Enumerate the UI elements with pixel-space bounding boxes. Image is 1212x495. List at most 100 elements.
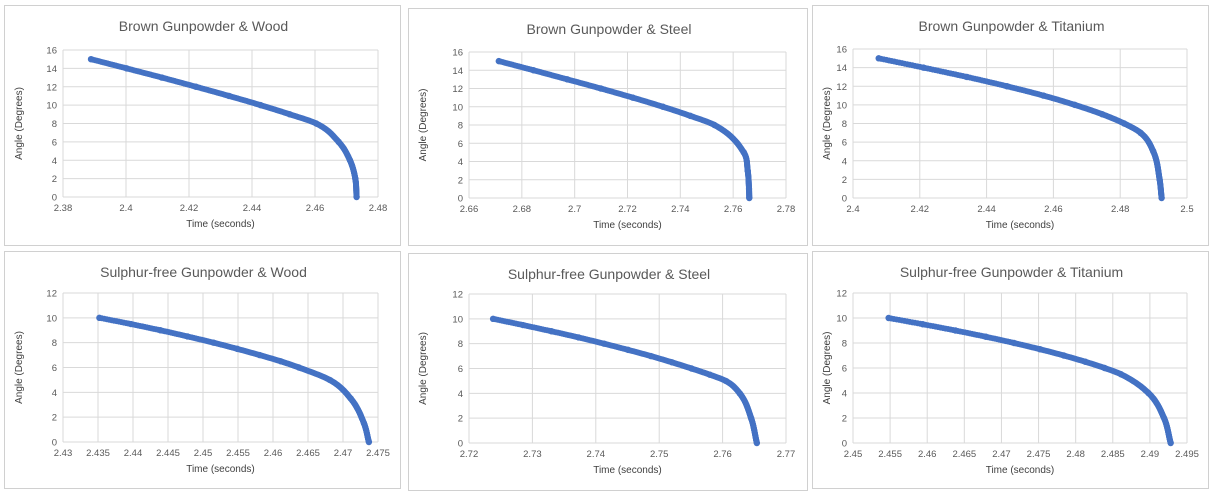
x-tick-label: 2.445: [156, 448, 180, 459]
y-tick-label: 2: [458, 175, 463, 186]
x-tick-label: 2.44: [124, 448, 143, 459]
x-tick-label: 2.47: [334, 448, 353, 459]
x-axis-label: Time (seconds): [593, 220, 662, 231]
chart-svg-4: Sulphur-free Gunpowder & Wood 0 2 4 6 8 10 12 2.…: [14, 264, 390, 475]
data-point: [335, 138, 342, 146]
data-point: [295, 364, 303, 371]
x-tick-label: 2.46: [1044, 204, 1063, 215]
y-tick-label: 14: [46, 64, 57, 75]
chart-svg-1: Brown Gunpowder & Wood 0 2 4 6 8 10 12 14 16 2.38 2…: [14, 18, 387, 230]
x-axis-label: Time (seconds): [593, 465, 662, 476]
y-tick-label: 14: [836, 63, 847, 74]
y-tick-label: 0: [842, 439, 847, 450]
data-point: [360, 420, 368, 427]
y-tick-label: 10: [46, 313, 57, 324]
y-tick-label: 16: [452, 48, 463, 59]
x-tick-label: 2.72: [618, 204, 637, 215]
data-point: [875, 55, 882, 62]
x-tick-label: 2.42: [180, 203, 199, 214]
data-series: [96, 314, 373, 446]
y-tick-label: 16: [46, 46, 57, 57]
y-tick-label: 0: [458, 194, 463, 205]
y-tick-label: 8: [52, 338, 57, 349]
data-point: [1010, 339, 1018, 347]
x-tick-label: 2.45: [844, 449, 863, 460]
y-tick-label: 4: [52, 156, 57, 167]
data-point: [1098, 110, 1106, 118]
data-point: [257, 101, 264, 109]
y-tick-label: 2: [52, 174, 57, 185]
data-series: [495, 57, 753, 202]
data-point: [313, 120, 320, 127]
data-point: [753, 439, 761, 447]
y-tick-label: 4: [458, 389, 463, 400]
chart-title: Sulphur-free Gunpowder & Steel: [508, 266, 710, 282]
data-point: [1150, 148, 1157, 155]
data-point: [1082, 358, 1089, 365]
y-tick-label: 8: [842, 339, 847, 350]
chart-panel-2: Brown Gunpowder & Steel 0 2 4 6 8 10 12 14 16 2.66…: [408, 8, 808, 246]
data-series: [87, 55, 360, 201]
x-tick-label: 2.68: [513, 204, 532, 215]
y-tick-label: 6: [842, 138, 847, 149]
y-tick-label: 16: [836, 45, 847, 56]
data-point: [597, 85, 605, 92]
data-point: [1167, 439, 1174, 447]
data-point: [706, 371, 714, 378]
data-point: [127, 320, 135, 328]
x-tick-label: 2.48: [1066, 449, 1085, 460]
y-tick-label: 6: [458, 139, 463, 150]
x-tick-label: 2.76: [724, 204, 743, 215]
x-tick-label: 2.4: [846, 204, 859, 215]
x-tick-label: 2.42: [911, 204, 930, 215]
x-tick-label: 2.73: [523, 449, 542, 460]
y-tick-label: 2: [842, 175, 847, 186]
x-tick-label: 2.48: [1111, 204, 1130, 215]
y-tick-label: 0: [52, 438, 57, 449]
data-point: [548, 328, 555, 335]
data-series: [875, 55, 1165, 202]
x-tick-label: 2.74: [671, 204, 690, 215]
data-point: [722, 377, 729, 385]
x-axis-label: Time (seconds): [186, 219, 255, 230]
data-point: [225, 92, 233, 100]
data-point: [158, 74, 166, 81]
data-point: [96, 314, 103, 322]
data-point: [1071, 101, 1078, 109]
data-point: [982, 333, 990, 340]
x-tick-label: 2.44: [977, 204, 996, 215]
data-point: [184, 333, 191, 340]
data-point: [1117, 371, 1125, 378]
x-tick-label: 2.76: [713, 449, 732, 460]
x-tick-label: 2.465: [952, 449, 976, 460]
chart-panel-5: Sulphur-free Gunpowder & Steel 0 2 4 6 8 10 12 2…: [408, 253, 808, 491]
x-tick-label: 2.435: [86, 448, 110, 459]
x-tick-label: 2.475: [1027, 449, 1051, 460]
x-tick-label: 2.46: [264, 448, 283, 459]
data-point: [740, 149, 747, 156]
y-tick-label: 10: [452, 314, 463, 325]
y-tick-label: 6: [458, 364, 463, 375]
data-point: [87, 55, 95, 63]
y-tick-label: 4: [842, 389, 847, 400]
data-point: [352, 175, 359, 182]
y-tick-label: 4: [842, 156, 847, 167]
data-point: [746, 194, 753, 202]
chart-title: Brown Gunpowder & Titanium: [919, 18, 1105, 34]
x-tick-label: 2.455: [878, 449, 902, 460]
data-point: [519, 321, 527, 329]
chart-title: Brown Gunpowder & Wood: [119, 18, 288, 34]
chart-panel-6: Sulphur-free Gunpowder & Titanium 0 2 4 6 8 10…: [812, 251, 1209, 489]
x-tick-label: 2.74: [587, 449, 606, 460]
data-point: [1121, 120, 1128, 127]
x-tick-label: 2.475: [366, 448, 390, 459]
y-tick-label: 4: [52, 388, 57, 399]
data-point: [1060, 352, 1067, 359]
data-point: [1158, 194, 1165, 202]
x-tick-label: 2.46: [306, 203, 325, 214]
data-point: [157, 327, 164, 334]
y-tick-label: 6: [52, 137, 57, 148]
data-point: [919, 321, 926, 328]
data-point: [234, 345, 241, 353]
x-axis-label: Time (seconds): [986, 220, 1055, 231]
